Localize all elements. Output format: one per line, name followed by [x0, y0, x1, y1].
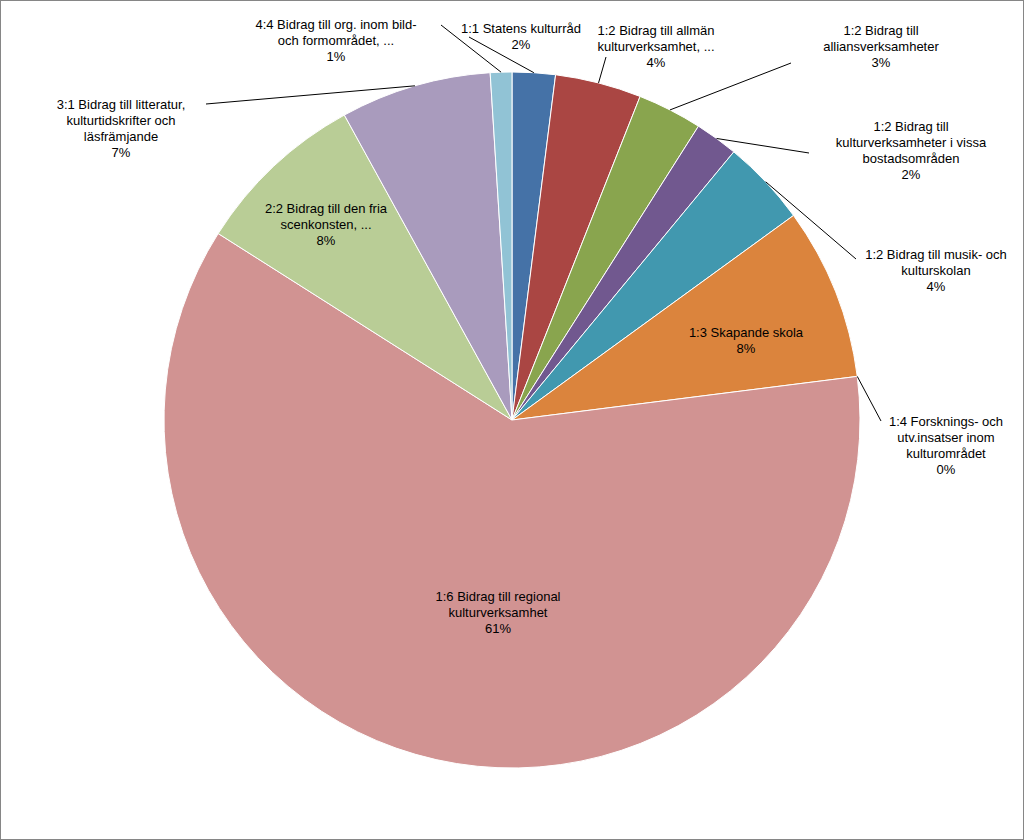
- svg-text:1:3 Skapande skola8%: 1:3 Skapande skola8%: [689, 325, 804, 356]
- svg-text:1:6 Bidrag till regionalkultur: 1:6 Bidrag till regionalkulturverksamhet…: [435, 589, 560, 636]
- svg-text:1:2 Bidrag tillalliansverksamh: 1:2 Bidrag tillalliansverksamheter3%: [823, 23, 939, 70]
- svg-text:1:2 Bidrag till musik- ochkult: 1:2 Bidrag till musik- ochkulturskolan4%: [865, 247, 1007, 294]
- svg-text:4:4 Bidrag till org. inom bild: 4:4 Bidrag till org. inom bild-och formo…: [255, 17, 416, 64]
- svg-text:1:4 Forsknings- ochutv.insatse: 1:4 Forsknings- ochutv.insatser inomkult…: [889, 414, 1003, 477]
- svg-text:2:2 Bidrag till den friascenko: 2:2 Bidrag till den friascenkonsten, ...…: [265, 201, 388, 248]
- svg-text:1:2 Bidrag tillkulturverksamhe: 1:2 Bidrag tillkulturverksamheter i viss…: [836, 119, 987, 182]
- svg-text:1:2 Bidrag till allmänkulturve: 1:2 Bidrag till allmänkulturverksamhet, …: [597, 23, 714, 70]
- svg-text:3:1 Bidrag till litteratur,kul: 3:1 Bidrag till litteratur,kulturtidskri…: [57, 97, 186, 160]
- svg-text:1:1 Statens kulturråd2%: 1:1 Statens kulturråd2%: [461, 21, 581, 52]
